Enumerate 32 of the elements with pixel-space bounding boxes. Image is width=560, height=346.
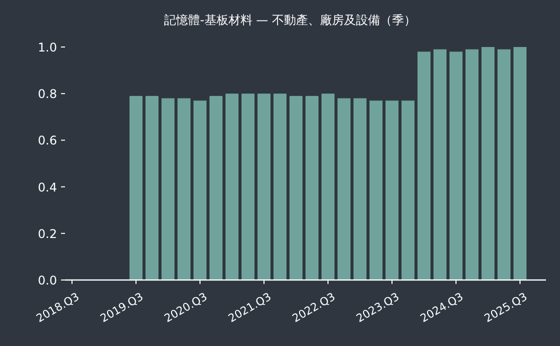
- bar: [450, 52, 462, 280]
- bar: [178, 98, 190, 280]
- bar: [370, 100, 382, 280]
- bar: [338, 98, 350, 280]
- bar: [498, 49, 510, 280]
- bar: [514, 47, 526, 280]
- bar: [274, 94, 286, 280]
- bar: [322, 94, 334, 280]
- bar: [146, 96, 158, 280]
- bar: [226, 94, 238, 280]
- bar: [402, 100, 414, 280]
- chart-title: 記憶體-基板材料 — 不動產、廠房及設備（季）: [164, 13, 416, 27]
- bar: [482, 47, 494, 280]
- bar: [386, 100, 398, 280]
- y-tick-label: 0.8: [38, 87, 57, 102]
- y-tick-label: 0.2: [38, 226, 57, 241]
- bar: [162, 98, 174, 280]
- bar: [418, 52, 430, 280]
- bar: [210, 96, 222, 280]
- bar: [290, 96, 302, 280]
- bar: [242, 94, 254, 280]
- bar: [306, 96, 318, 280]
- bar: [466, 49, 478, 280]
- bar: [258, 94, 270, 280]
- bar: [194, 100, 206, 280]
- bar: [354, 98, 366, 280]
- y-tick-label: 1.0: [38, 40, 57, 54]
- bar: [434, 49, 446, 280]
- y-tick-label: 0.6: [38, 134, 57, 148]
- y-tick-label: 0.0: [38, 274, 57, 288]
- bar: [130, 96, 142, 280]
- y-tick-label: 0.4: [38, 180, 57, 194]
